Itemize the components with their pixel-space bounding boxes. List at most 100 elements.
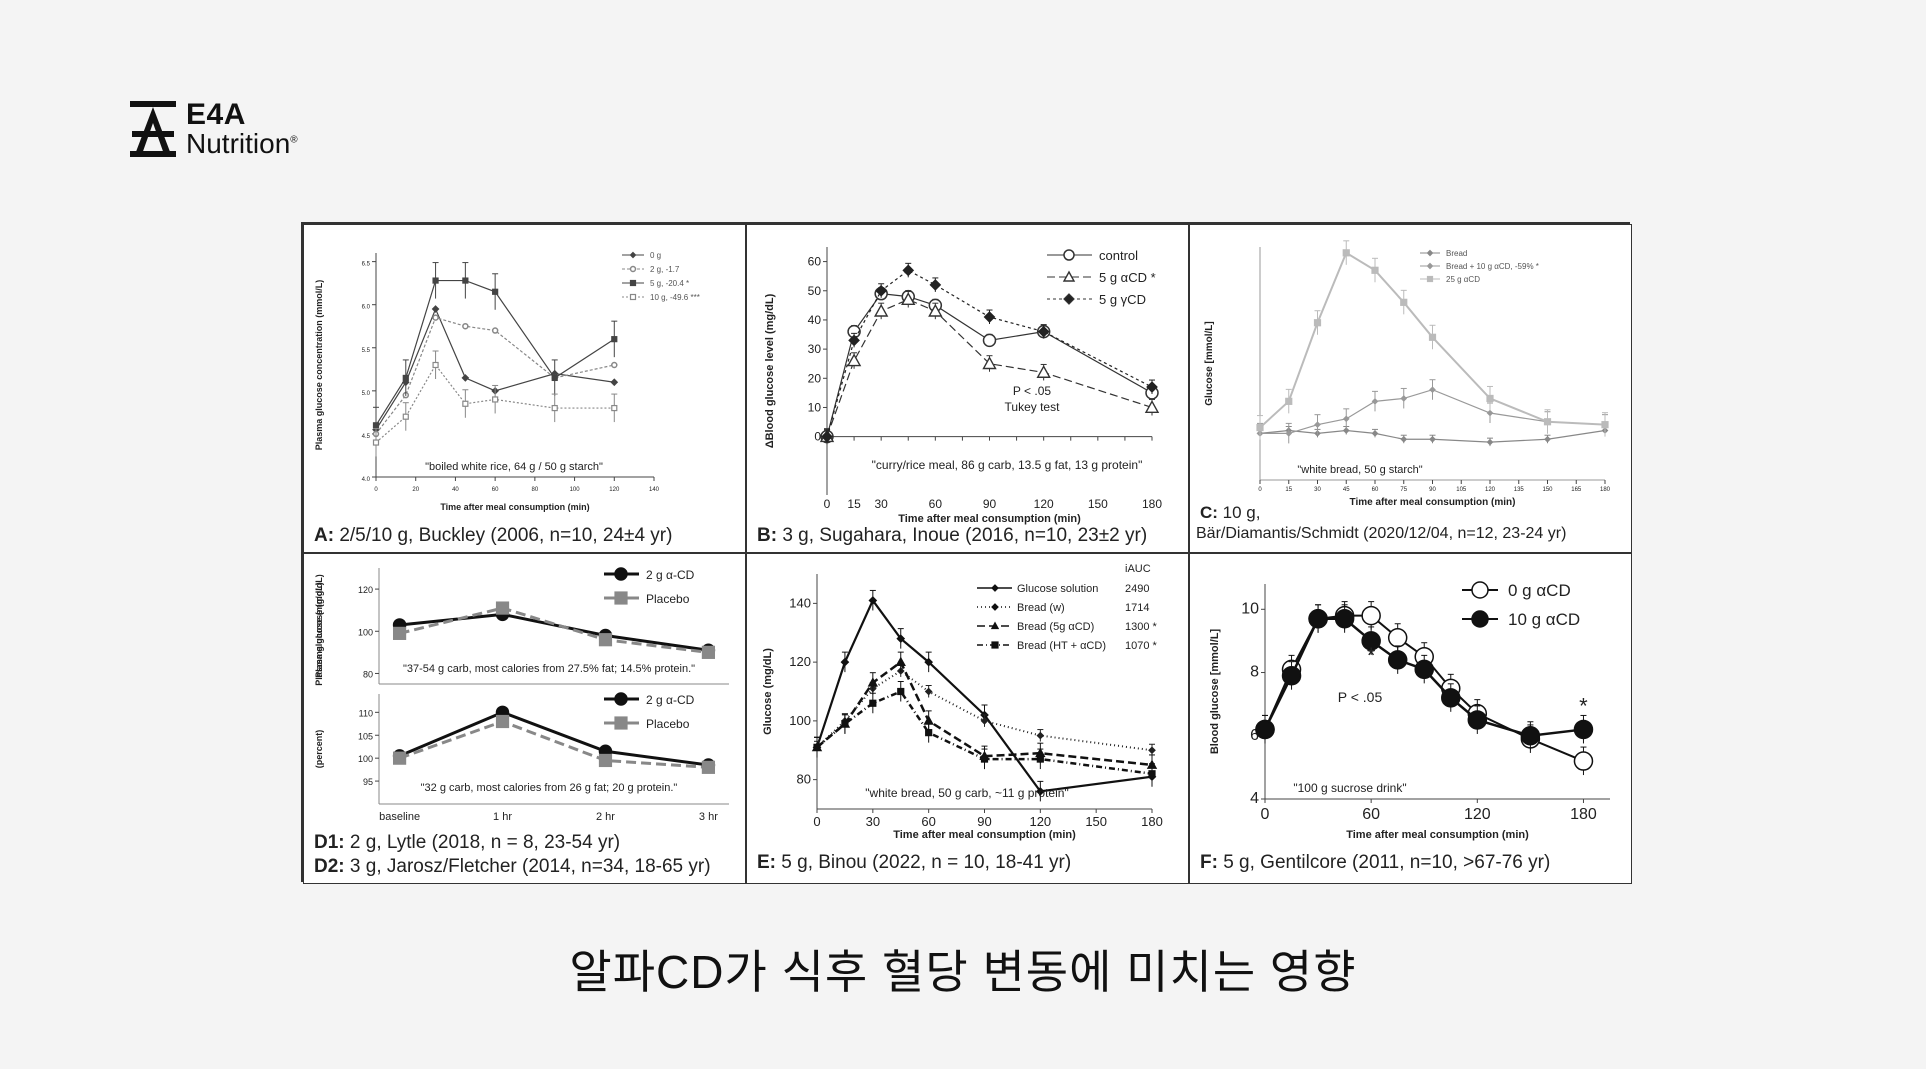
data-point (1342, 427, 1350, 434)
legend-label: Bread + 10 g αCD, -59% * (1446, 262, 1539, 271)
x-tick-label: 15 (1285, 487, 1292, 493)
annotation: "32 g carb, most calories from 26 g fat;… (421, 782, 678, 794)
data-point (491, 327, 499, 334)
x-tick-label: baseline (379, 811, 420, 823)
legend-marker (614, 567, 628, 581)
x-tick-label: 120 (1485, 487, 1496, 493)
data-point (1281, 665, 1302, 686)
panel-d: 80 100 120 Plasma glucose (mg/dL) 95 100 105 11… (303, 553, 746, 884)
y-tick-label: 5.5 (362, 348, 371, 354)
y-tick-label: 110 (359, 708, 373, 718)
data-point (902, 264, 915, 277)
data-point (1400, 395, 1408, 402)
x-tick-label: 180 (1570, 806, 1597, 823)
caption-d2: D2: 3 g, Jarosz/Fletcher (2014, n=34, 18… (314, 856, 711, 877)
data-point (901, 292, 916, 306)
brand-mark-icon (130, 101, 176, 157)
x-tick-label: 120 (609, 487, 620, 493)
y-tick-label: 100 (358, 627, 373, 637)
data-point (432, 277, 439, 284)
series-line (399, 612, 709, 652)
data-point (1371, 266, 1379, 274)
annotation: "curry/rice meal, 86 g carb, 13.5 g fat,… (872, 458, 1143, 472)
data-point (1146, 381, 1158, 393)
brand-logo: E4A Nutrition® (130, 100, 298, 158)
data-point (867, 677, 879, 687)
legend-label: 25 g αCD (1446, 275, 1480, 284)
series-line (1259, 251, 1606, 429)
data-point (492, 396, 499, 403)
data-point (1148, 770, 1156, 778)
x-tick-label: 60 (1372, 487, 1379, 493)
data-point (1255, 719, 1275, 740)
x-tick-label: 80 (532, 487, 539, 493)
significance-note: P < .05 (1013, 384, 1051, 398)
legend-marker (629, 265, 637, 273)
x-tick-label: 90 (1429, 487, 1436, 493)
x-tick-label: 180 (1142, 497, 1162, 511)
y-tick-label: 20 (808, 371, 822, 385)
data-point (610, 378, 619, 387)
data-point (840, 657, 850, 667)
chart-e: 80 100 120 140 0 30 60 90 120 150 180 Time after me… (762, 563, 1163, 841)
x-tick-label: 30 (874, 497, 888, 511)
data-point (982, 356, 997, 370)
data-point (701, 760, 716, 774)
legend-label: Placebo (646, 592, 690, 606)
caption-c: C: 10 g, (1200, 503, 1261, 522)
legend-auc: 2490 (1125, 583, 1149, 595)
caption-c-line2: Bär/Diamantis/Schmidt (2020/12/04, n=12,… (1196, 525, 1567, 542)
y-axis-label: Blood glucose [mmol/L] (1209, 629, 1221, 755)
legend-label: 5 g, -20.4 * (650, 279, 689, 288)
legend-label: Placebo (646, 717, 690, 731)
data-point (924, 687, 933, 696)
legend-marker (629, 279, 637, 287)
caption-d1: D1: 2 g, Lytle (2018, n = 8, 23-54 yr) (314, 832, 621, 853)
data-point (372, 439, 380, 446)
data-point (1361, 631, 1381, 651)
legend-label: 0 g (650, 251, 661, 260)
data-point (1428, 333, 1437, 341)
x-axis-label: Time after meal consumption (min) (898, 513, 1081, 525)
data-point (392, 626, 407, 640)
x-tick-label: 15 (847, 497, 861, 511)
data-point (1361, 605, 1381, 626)
data-point (1414, 659, 1434, 680)
data-point (1285, 430, 1293, 437)
data-point (611, 361, 618, 369)
significance-star: * (1579, 694, 1588, 719)
legend-marker (1062, 270, 1076, 282)
x-tick-label: 135 (1514, 487, 1525, 493)
data-point (1573, 751, 1594, 771)
series-line (826, 269, 1153, 437)
brand-registered: ® (290, 134, 298, 146)
legend-marker (991, 641, 999, 649)
chart-f: 4 6 8 10 0 60 120 180 Time after meal consumptio… (1209, 581, 1610, 841)
data-point (1308, 609, 1328, 629)
panel-e: 80 100 120 140 0 30 60 90 120 150 180 Time after me… (746, 553, 1189, 884)
data-point (495, 601, 510, 615)
data-point (925, 729, 933, 737)
x-tick-label: 150 (1088, 497, 1108, 511)
x-tick-label: 150 (1085, 814, 1107, 829)
y-axis-label: Glucose (mg/dL) (762, 648, 774, 735)
data-point (402, 413, 409, 420)
legend-marker (991, 603, 999, 611)
data-point (1036, 731, 1045, 740)
data-point (982, 333, 997, 348)
x-tick-label: 90 (983, 497, 997, 511)
data-point (1486, 394, 1494, 403)
y-tick-label: 140 (789, 595, 811, 610)
legend-marker (614, 591, 628, 605)
data-point (1334, 609, 1355, 629)
legend-marker (629, 293, 637, 301)
x-tick-label: 2 hr (596, 811, 615, 823)
data-point (1256, 423, 1264, 432)
data-point (1148, 746, 1156, 755)
legend-label: 5 g γCD (1099, 292, 1146, 307)
y-tick-label: 5.0 (362, 391, 371, 397)
y-tick-label: 8 (1250, 664, 1259, 681)
data-point (495, 714, 510, 729)
y-tick-label: 4.5 (362, 434, 371, 440)
caption-b: B: 3 g, Sugahara, Inoue (2016, n=10, 23±… (757, 525, 1148, 546)
